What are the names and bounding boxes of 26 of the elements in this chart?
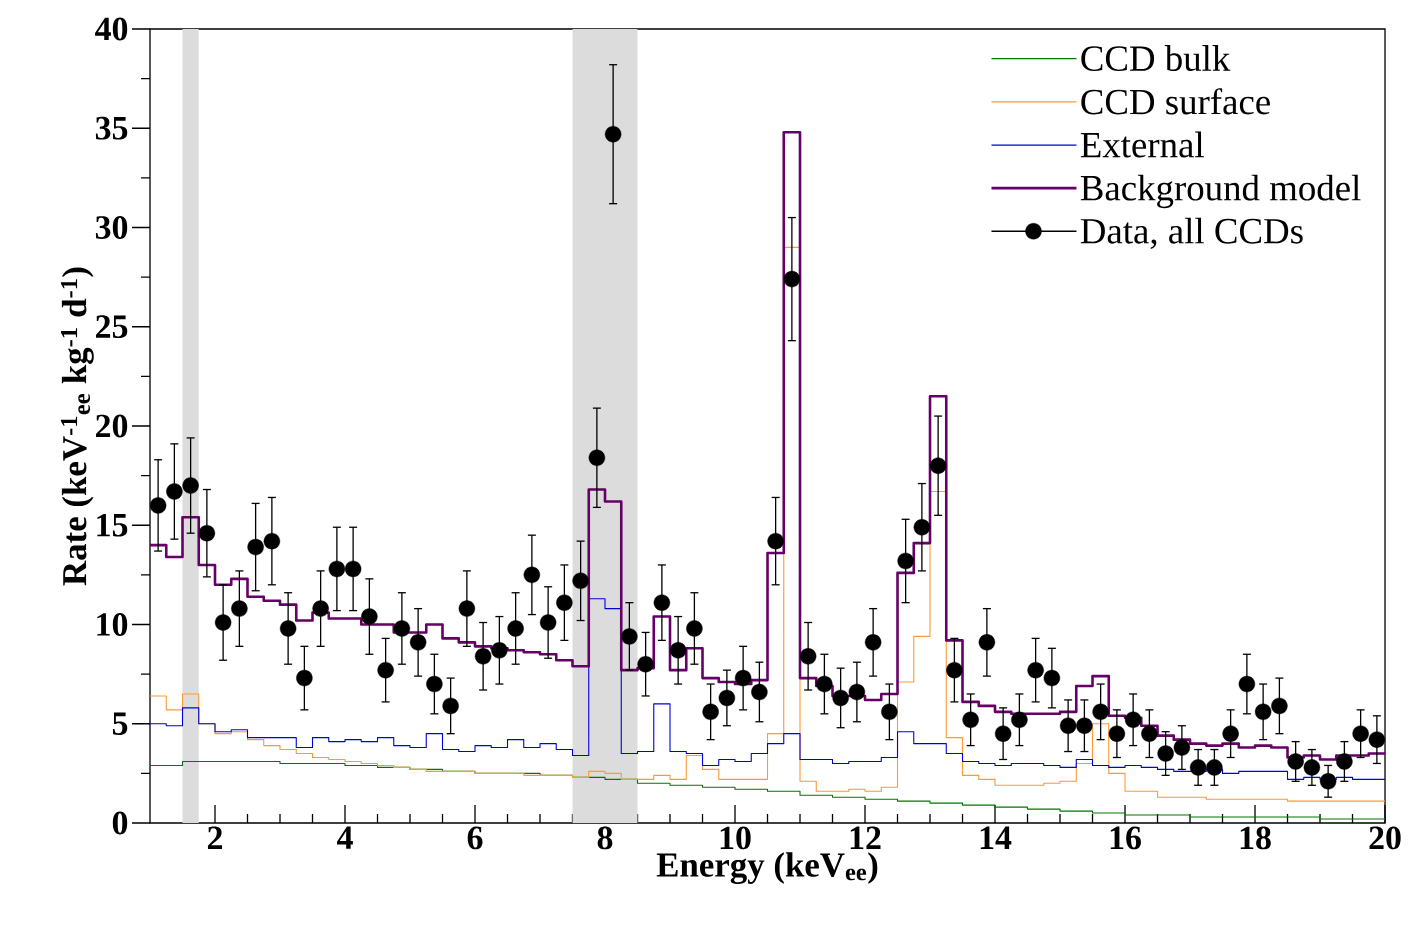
legend-label: Background model [1080, 174, 1361, 209]
x-axis-title: Energy (keV$_{ee}$) [656, 852, 878, 885]
y-axis-title: Rate (keV$^{-1}$$_{ee}$ kg$^{-1}$ d$^{-1}$) [60, 267, 94, 586]
x-tick-label: 4 [337, 826, 353, 849]
x-tick-label: 20 [1369, 826, 1401, 850]
y-tick-label: 30 [95, 216, 128, 239]
legend-label: Data, all CCDs [1080, 217, 1303, 249]
y-tick-label: 15 [97, 513, 128, 537]
x-tick-label: 12 [850, 826, 881, 849]
legend-label: CCD bulk [1081, 45, 1231, 72]
y-tick-label: 20 [96, 414, 128, 438]
y-tick-label: 10 [97, 613, 128, 636]
legend-label: External [1080, 131, 1204, 158]
legend-label: CCD surface [1081, 88, 1270, 115]
x-tick-label: 2 [207, 826, 223, 849]
y-tick-label: 25 [96, 315, 128, 339]
y-tick-label: 0 [112, 811, 128, 835]
x-tick-label: 18 [1240, 826, 1271, 850]
y-tick-label: 40 [95, 17, 128, 41]
x-tick-label: 10 [720, 826, 751, 850]
x-tick-label: 8 [597, 826, 613, 850]
x-tick-label: 14 [980, 826, 1012, 849]
y-tick-label: 5 [112, 712, 128, 735]
x-tick-label: 16 [1110, 826, 1141, 850]
y-tick-label: 35 [95, 116, 128, 140]
x-tick-label: 6 [467, 826, 483, 850]
